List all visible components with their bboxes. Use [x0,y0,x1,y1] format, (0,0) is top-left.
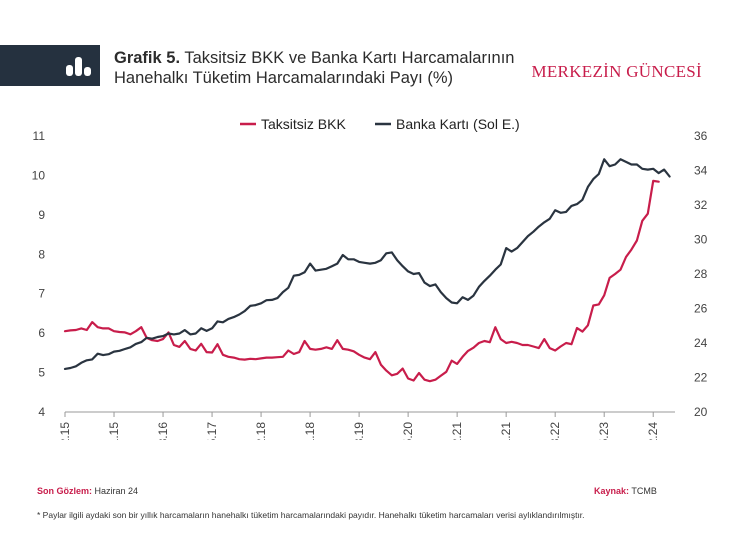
y-left-tick-label: 11 [33,129,46,143]
legend: Taksitsiz BKK Banka Kartı (Sol E.) [240,116,520,132]
bar-chart-logo-icon [66,57,91,76]
x-tick-label: 02.18 [254,422,268,440]
y-right-tick-label: 36 [694,129,708,143]
last-observation-label: Son Gözlem: [37,486,93,496]
y-left-tick-label: 5 [38,366,45,380]
x-tick-label: 05.17 [205,422,219,440]
y-left-tick-label: 10 [32,168,46,182]
x-tick-label: 02.21 [450,422,464,440]
y-right-tick-label: 20 [694,405,708,419]
bkk-series-line [63,179,660,383]
y-right-tick-label: 24 [694,336,708,350]
footnote: * Paylar ilgili aydaki son bir yıllık ha… [37,510,585,520]
y-left-tick-label: 9 [38,208,45,222]
source-value: TCMB [631,486,657,496]
title-line-1: Taksitsiz BKK ve Banka Kartı Harcamaları… [180,49,515,67]
legend-label-banka: Banka Kartı (Sol E.) [396,116,520,132]
legend-label-bkk: Taksitsiz BKK [261,116,346,132]
source-label: Kaynak: [594,486,630,496]
line-chart: 4 5 6 7 8 9 10 11 20 22 24 26 28 30 32 34 36 02.15 11.15 08… [32,116,708,440]
y-right-tick-label: 28 [694,267,708,281]
y-left-tick-label: 7 [38,287,45,301]
y-left-tick-label: 6 [38,326,45,340]
x-tick-label: 08.22 [548,422,562,440]
header-bar [0,45,100,86]
y-left-tick-label: 8 [38,247,45,261]
x-tick-label: 05.20 [401,422,415,440]
y-right-tick-label: 34 [694,164,708,178]
x-tick-label: 02.24 [646,422,660,440]
chart-title: Grafik 5. Taksitsiz BKK ve Banka Kartı H… [114,48,514,88]
last-observation: Son Gözlem: Haziran 24 [37,486,138,496]
source: Kaynak: TCMB [594,486,657,496]
title-prefix: Grafik 5. [114,49,181,67]
y-right-tick-label: 26 [694,302,708,316]
x-tick-label: 11.18 [303,422,317,440]
x-tick-label: 08.19 [352,422,366,440]
banka-karti-series-line [63,158,671,370]
x-tick-label: 08.16 [156,422,170,440]
x-tick-label: 05.23 [597,422,611,440]
x-tick-label: 11.15 [107,422,121,440]
x-tick-label: 02.15 [58,422,72,440]
last-observation-value: Haziran 24 [94,486,139,496]
x-tick-label: 11.21 [499,422,513,440]
title-line-2: Hanehalkı Tüketim Harcamalarındaki Payı … [114,69,453,87]
y-right-tick-label: 22 [694,371,708,385]
series-lines [63,158,671,383]
brand-logo-text: MERKEZİN GÜNCESİ [531,62,702,81]
y-left-tick-label: 4 [38,405,45,419]
axes: 4 5 6 7 8 9 10 11 20 22 24 26 28 30 32 34 36 02.15 11.15 08… [32,129,708,440]
y-right-tick-label: 32 [694,198,708,212]
y-right-tick-label: 30 [694,233,708,247]
